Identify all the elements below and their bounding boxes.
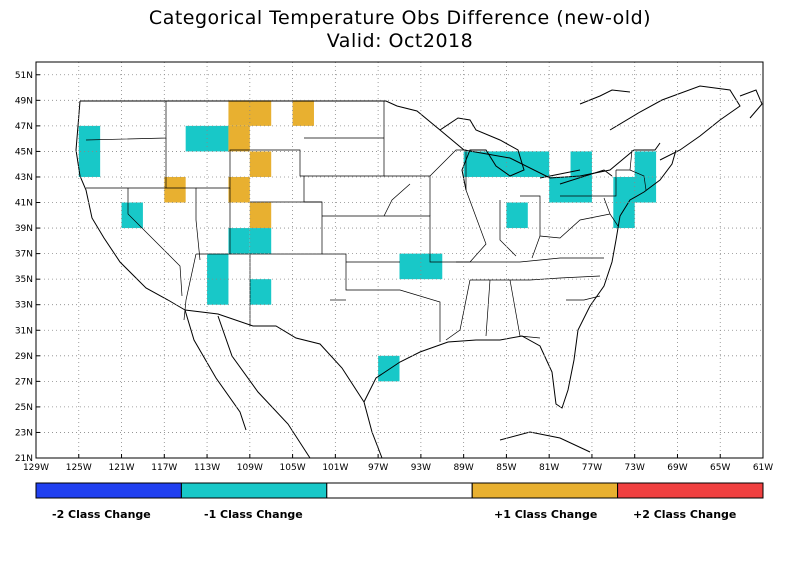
tick-label-lon: 69W: [667, 463, 687, 473]
axis-ticks: 129W 125W 121W 117W 113W 109W 105W 101W 97W 93W 89…: [15, 71, 773, 473]
cell-minus1: [249, 228, 272, 254]
legend-label-plus2: +2 Class Change: [633, 508, 737, 521]
legend-label-minus1: -1 Class Change: [204, 508, 303, 521]
cell-minus1: [228, 228, 250, 254]
mexico-gulf-coast: [363, 401, 383, 459]
us-mexico-border: [184, 309, 365, 403]
cell-plus1: [292, 100, 314, 126]
cell-plus1: [249, 202, 272, 229]
tick-label-lat: 41N: [15, 199, 33, 209]
baja-california: [184, 309, 247, 431]
gulf-coast: [363, 149, 677, 409]
mexico-pacific-coast: [217, 315, 311, 459]
map-valid-date: Valid: Oct2018: [326, 30, 474, 52]
tick-label-lat: 35N: [15, 275, 33, 285]
tick-label-lon: 105W: [280, 463, 306, 473]
canada-coast: [609, 85, 741, 161]
hudson-shore: [579, 89, 631, 105]
tick-label-lon: 113W: [194, 463, 220, 473]
tick-label-lon: 129W: [23, 463, 49, 473]
tick-label-lat: 27N: [15, 377, 33, 387]
map-outlines: [75, 85, 763, 459]
tick-label-lon: 81W: [539, 463, 559, 473]
tick-label-lon: 73W: [625, 463, 645, 473]
cell-plus1: [228, 100, 272, 126]
tick-label-lat: 43N: [15, 173, 33, 183]
cell-minus1: [634, 151, 657, 177]
newfoundland: [739, 89, 763, 119]
tick-label-lat: 37N: [15, 250, 33, 260]
cell-minus1: [549, 176, 592, 203]
tick-label-lon: 109W: [237, 463, 263, 473]
cell-minus1: [249, 279, 272, 305]
legend-label-plus1: +1 Class Change: [494, 508, 598, 521]
tick-label-lat: 23N: [15, 428, 33, 438]
cell-minus1: [207, 253, 229, 305]
cuba: [499, 431, 591, 453]
tick-label-lon: 101W: [322, 463, 348, 473]
state-borders: [85, 101, 647, 342]
legend-label-minus2: -2 Class Change: [52, 508, 151, 521]
tick-label-lat: 45N: [15, 147, 33, 157]
legend-swatch-minus2: [35, 482, 182, 499]
tick-label-lat: 25N: [15, 403, 33, 413]
legend-swatch-plus1: [471, 482, 619, 499]
great-lakes: [439, 117, 613, 191]
tick-label-lat: 33N: [15, 301, 33, 311]
tick-label-lon: 89W: [453, 463, 473, 473]
legend-color-bar: [35, 482, 764, 499]
cell-minus1: [378, 355, 400, 382]
tick-label-lon: 77W: [582, 463, 602, 473]
cell-plus1: [228, 125, 250, 152]
cell-minus1: [570, 151, 592, 177]
cell-plus1: [228, 176, 250, 203]
cell-minus1: [78, 125, 101, 177]
map-frame: [35, 61, 764, 459]
tick-label-lat: 51N: [15, 71, 33, 81]
tick-label-lat: 29N: [15, 352, 33, 362]
tick-label-lat: 31N: [15, 326, 33, 336]
tick-label-lon: 65W: [710, 463, 730, 473]
legend-swatch-minus1: [180, 482, 328, 499]
cell-minus1: [463, 151, 550, 177]
category-cells: [78, 100, 657, 382]
tick-label-lon: 97W: [368, 463, 388, 473]
cell-minus1: [121, 202, 143, 229]
tick-label-lon: 117W: [151, 463, 177, 473]
legend-swatch-plus2: [617, 482, 764, 499]
legend-swatch-zero: [326, 482, 473, 499]
tick-label-lat: 39N: [15, 224, 33, 234]
tick-label-lon: 93W: [411, 463, 431, 473]
west-coast: [75, 100, 186, 311]
map-title: Categorical Temperature Obs Difference (…: [148, 7, 652, 29]
cell-plus1: [164, 176, 186, 203]
tick-label-lat: 47N: [15, 122, 33, 132]
tick-label-lon: 125W: [66, 463, 92, 473]
cell-minus1: [506, 202, 528, 229]
tick-label-lat: 21N: [15, 454, 33, 464]
tick-label-lat: 49N: [15, 96, 33, 106]
us-canada-border: [80, 100, 661, 179]
cell-plus1: [249, 151, 272, 177]
tick-label-lon: 121W: [108, 463, 134, 473]
tick-label-lon: 61W: [753, 463, 773, 473]
tick-label-lon: 85W: [496, 463, 516, 473]
